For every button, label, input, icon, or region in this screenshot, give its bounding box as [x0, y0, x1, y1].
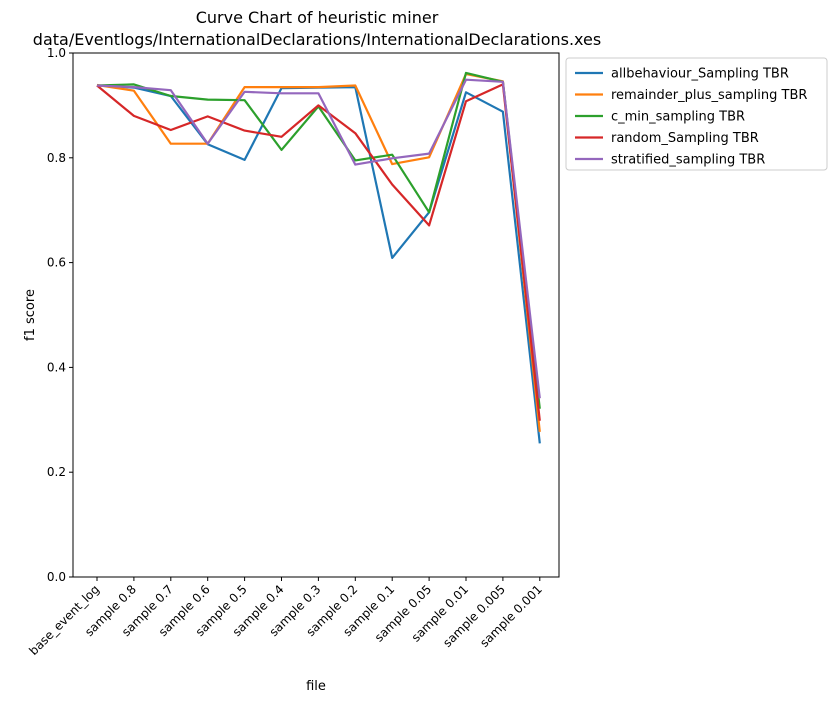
- y-tick-label: 0.4: [47, 360, 66, 374]
- y-tick-label: 0.6: [47, 256, 66, 270]
- x-axis-label: file: [306, 679, 326, 694]
- y-tick-label: 1.0: [47, 46, 66, 60]
- y-tick-label: 0.0: [47, 570, 66, 584]
- legend: allbehaviour_Sampling TBR remainder_plus_…: [565, 57, 828, 171]
- legend-frame: [565, 57, 828, 171]
- plot-frame: [72, 52, 560, 578]
- legend-label: allbehaviour_Sampling TBR: [611, 67, 789, 82]
- y-axis-label: f1 score: [23, 289, 38, 341]
- legend-label: random_Sampling TBR: [611, 131, 759, 146]
- series-line-4: [96, 83, 541, 421]
- series-line-5: [96, 78, 541, 399]
- series-layer: [96, 71, 541, 444]
- chart-title-line-1: Curve Chart of heuristic miner: [196, 8, 439, 27]
- y-tick-label: 0.8: [47, 151, 66, 165]
- chart-title-line-2: data/Eventlogs/InternationalDeclarations…: [33, 30, 601, 49]
- y-tick-label: 0.2: [47, 465, 66, 479]
- series-line-1: [96, 84, 541, 444]
- legend-label: c_min_sampling TBR: [611, 110, 745, 125]
- series-line-3: [96, 71, 541, 409]
- legend-label: remainder_plus_sampling TBR: [611, 88, 807, 103]
- legend-label: stratified_sampling TBR: [611, 153, 765, 168]
